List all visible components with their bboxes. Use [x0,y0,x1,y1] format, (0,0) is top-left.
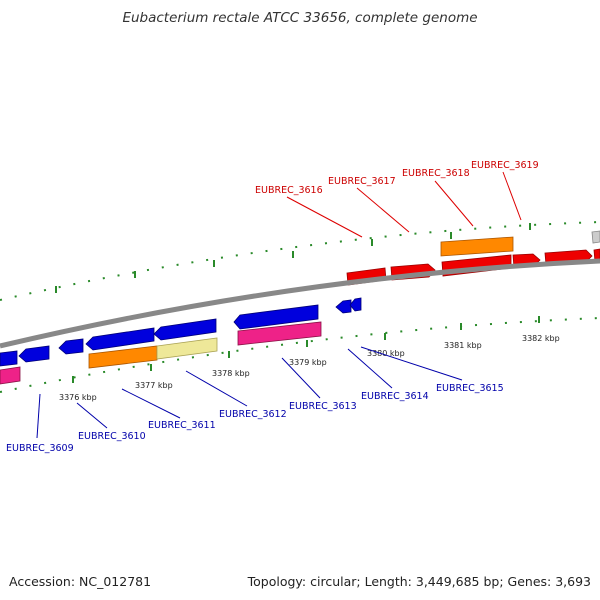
gene-label-reverse: EUBREC_3612 [219,409,287,420]
gene-label-reverse: EUBREC_3615 [436,383,504,394]
forward-tick-track [0,221,600,301]
forward-gene-labels: EUBREC_3616 EUBREC_3617 EUBREC_3618 EUBR… [255,160,539,238]
genome-backbone [0,258,600,349]
gene-pink [0,366,21,385]
reverse-gene-labels: EUBREC_3609 EUBREC_3610 EUBREC_3611 EUBR… [6,346,504,454]
tick-label: 3380 kbp [367,349,405,358]
gene-rRNA [440,236,514,257]
gene-reverse [85,327,155,351]
accession-text: Accession: NC_012781 [9,574,152,589]
map-title: Eubacterium rectale ATCC 33656, complete… [122,10,478,26]
gene-label-reverse: EUBREC_3613 [289,401,357,412]
gene-pink [237,321,322,346]
gene-label-reverse: EUBREC_3610 [78,431,146,442]
gene-label-forward: EUBREC_3619 [471,160,539,171]
tick-label: 3377 kbp [135,381,173,390]
tick-label: 3379 kbp [289,358,327,367]
gene-label-reverse: EUBREC_3611 [148,420,216,431]
genome-summary-text: Topology: circular; Length: 3,449,685 bp… [247,574,591,589]
gene-grey [591,230,600,244]
reverse-tick-track [0,316,600,393]
gene-label-forward: EUBREC_3618 [402,168,470,179]
gene-reverse [18,345,50,363]
tick-label: 3378 kbp [212,369,250,378]
gene-reverse [58,338,84,355]
reverse-genes [0,297,362,385]
gene-rRNA [88,345,158,369]
gene-reverse [0,350,18,367]
tick-label: 3376 kbp [59,393,97,402]
gene-label-reverse: EUBREC_3609 [6,443,74,454]
gene-reverse [349,297,362,312]
gene-pale [156,337,218,360]
gene-label-forward: EUBREC_3617 [328,176,396,187]
tick-label: 3382 kbp [522,334,560,343]
gene-label-forward: EUBREC_3616 [255,185,323,196]
kbp-tick-labels: 3376 kbp 3377 kbp 3378 kbp 3379 kbp 3380… [59,334,560,402]
gene-reverse [233,304,319,330]
gene-label-reverse: EUBREC_3614 [361,391,429,402]
tick-label: 3381 kbp [444,341,482,350]
gene-reverse [153,318,217,341]
gene-reverse [335,299,352,314]
